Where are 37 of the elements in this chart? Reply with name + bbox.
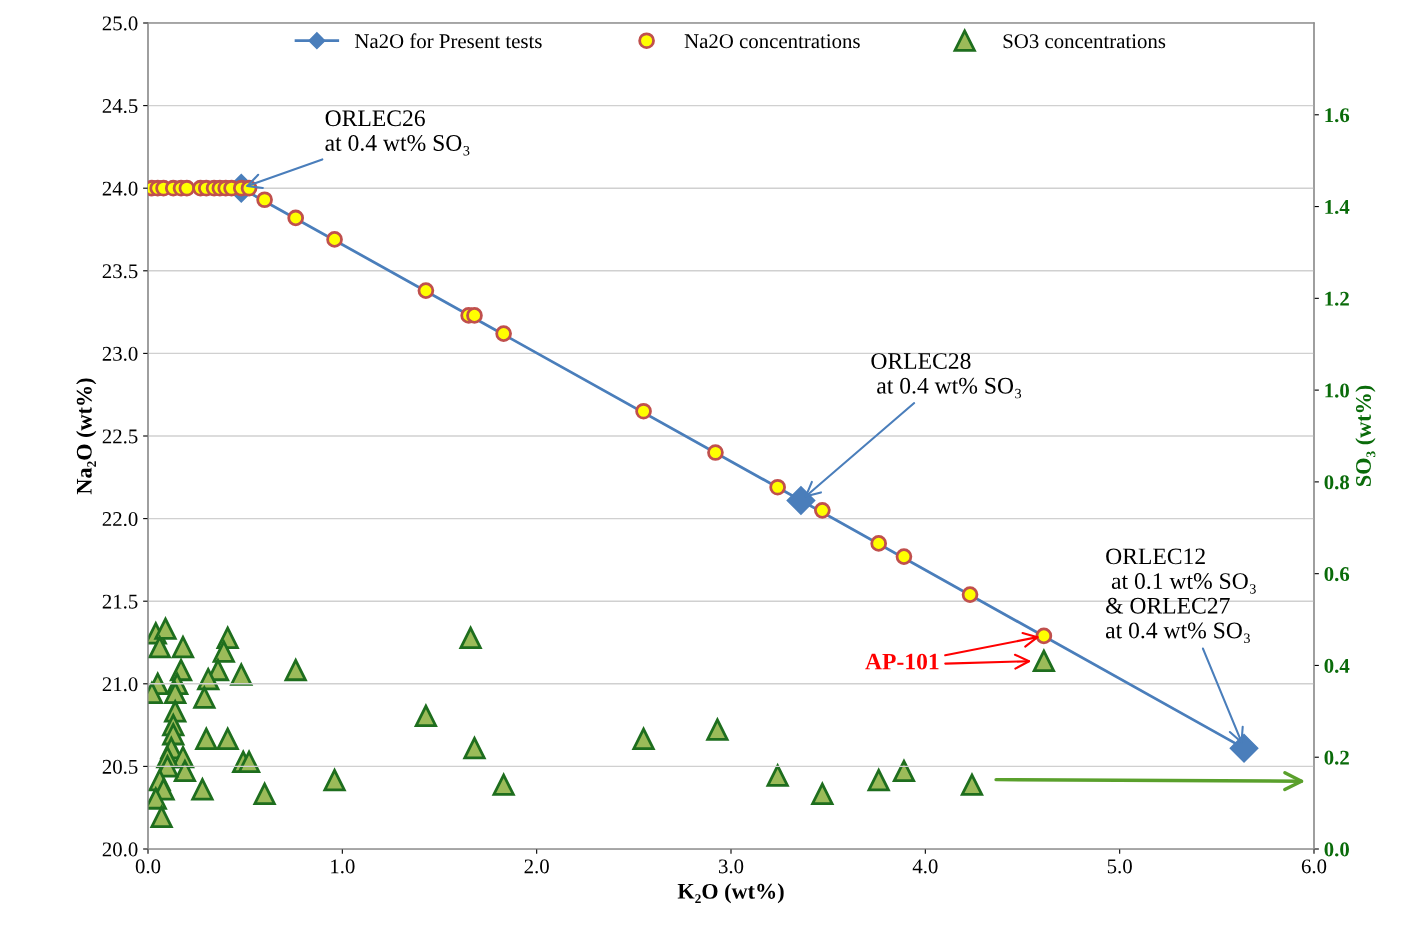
- y-tick-label: 20.5: [102, 759, 138, 774]
- y2-tick-label: 1.0: [1325, 383, 1349, 398]
- x-tick-label: 6.0: [1301, 859, 1327, 874]
- y2-tick-label: 0.4: [1324, 658, 1350, 673]
- y-tick-label: 22.0: [102, 511, 138, 527]
- y-tick-label: 21.5: [102, 594, 138, 609]
- legend-label: SO3 concentrations: [1003, 34, 1166, 49]
- y-tick-label: 24.0: [102, 181, 138, 196]
- y2-tick-label: 1.2: [1325, 291, 1349, 306]
- annotation: AP-101: [865, 653, 939, 670]
- y2-axis-title: SO₃ (wt%): [1355, 385, 1376, 486]
- y2-tick-label: 0.6: [1324, 567, 1350, 582]
- x-tick-label: 1.0: [331, 859, 355, 874]
- y2-tick-label: 0.2: [1324, 750, 1349, 765]
- x-tick-label: 2.0: [524, 859, 549, 874]
- x-tick-label: 5.0: [1107, 859, 1132, 874]
- x-tick-label: 4.0: [912, 859, 938, 874]
- y2-tick-label: 1.6: [1325, 108, 1350, 123]
- annotation: ORLEC26 at 0.4 wt% SO₃: [325, 110, 470, 156]
- x-axis-title: K₂O (wt%): [677, 883, 784, 904]
- y-tick-label: 20.0: [102, 842, 138, 857]
- y-tick-label: 23.5: [102, 264, 138, 279]
- y2-tick-label: 1.4: [1325, 200, 1350, 215]
- y-axis-title: Na₂O (wt%): [76, 378, 97, 495]
- x-tick-label: 0.0: [135, 859, 161, 874]
- y-tick-label: 24.5: [102, 99, 138, 114]
- legend-label: Na2O concentrations: [684, 34, 860, 49]
- x-tick-label: 3.0: [718, 859, 744, 874]
- y-tick-label: 23.0: [102, 346, 138, 361]
- y2-tick-label: 0.8: [1324, 475, 1350, 490]
- y-tick-label: 21.0: [102, 677, 138, 692]
- y-tick-label: 25.0: [102, 16, 138, 31]
- y2-tick-label: 0.0: [1324, 842, 1349, 857]
- annotation: ORLEC12 at 0.1 wt% SO₃ & ORLEC27 at 0.4 wt% SO₃: [1105, 548, 1256, 644]
- annotation: ORLEC28 at 0.4 wt% SO₃: [871, 353, 1022, 399]
- legend-label: Na2O for Present tests: [354, 33, 542, 49]
- y-tick-label: 22.5: [102, 429, 138, 444]
